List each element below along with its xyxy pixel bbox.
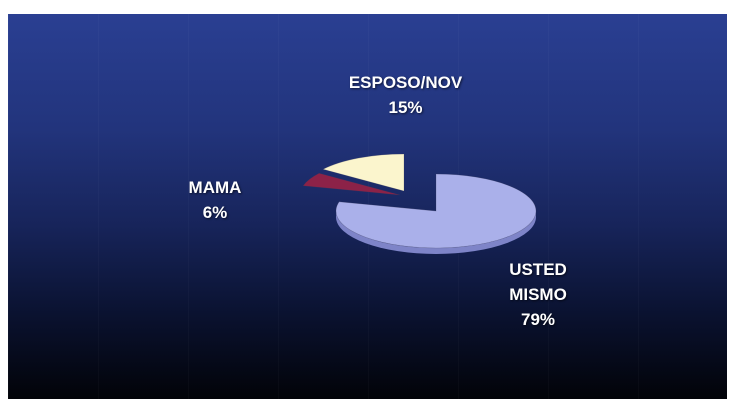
pie-chart	[302, 153, 537, 254]
slice-label-mama: MAMA 6%	[160, 175, 270, 225]
pie-slice-2	[322, 153, 405, 192]
chart-slide: ESPOSO/NOV 15% MAMA 6% USTED MISMO 79%	[8, 14, 727, 399]
pie-slice-0	[335, 173, 537, 249]
slice-label-usted-line1: USTED	[509, 260, 567, 279]
pie-side-0	[336, 211, 536, 254]
slice-label-usted-value: 79%	[520, 310, 556, 329]
slice-label-esposo: ESPOSO/NOV 15%	[313, 70, 498, 120]
pie-slice-1	[302, 172, 401, 196]
slice-label-esposo-value: 15%	[388, 98, 423, 117]
slice-label-usted-line2: MISMO	[509, 285, 567, 304]
slice-label-esposo-name: ESPOSO/NOV	[348, 73, 463, 92]
slice-label-mama-value: 6%	[202, 203, 228, 222]
slice-label-usted-mismo: USTED MISMO 79%	[478, 257, 598, 332]
slice-label-mama-name: MAMA	[188, 178, 242, 197]
